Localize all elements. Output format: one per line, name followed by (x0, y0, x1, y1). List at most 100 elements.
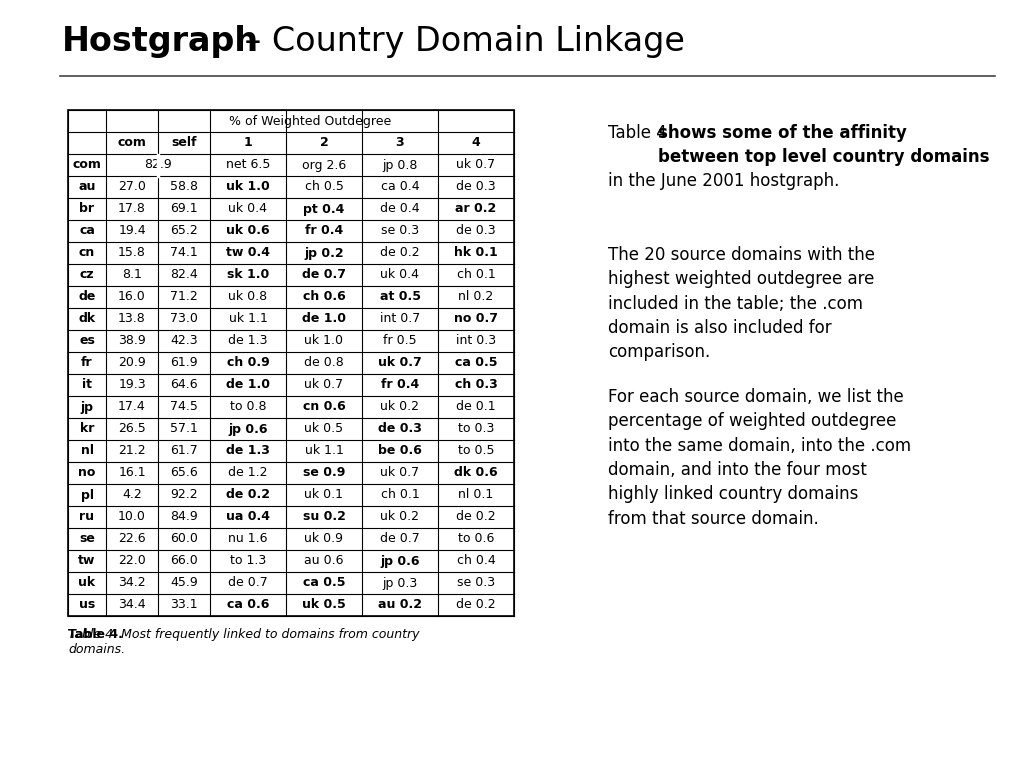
Text: to 0.3: to 0.3 (458, 422, 495, 435)
Text: 84.9: 84.9 (170, 511, 198, 524)
Text: 27.0: 27.0 (118, 180, 146, 194)
Text: de 0.3: de 0.3 (456, 224, 496, 237)
Text: ch 0.6: ch 0.6 (303, 290, 345, 303)
Text: de 0.3: de 0.3 (378, 422, 422, 435)
Text: tw 0.4: tw 0.4 (226, 247, 270, 260)
Text: de 1.2: de 1.2 (228, 466, 267, 479)
Text: fr 0.4: fr 0.4 (305, 224, 343, 237)
Text: fr 0.4: fr 0.4 (381, 379, 419, 392)
Text: 19.3: 19.3 (118, 379, 145, 392)
Text: 74.5: 74.5 (170, 400, 198, 413)
Text: 16.1: 16.1 (118, 466, 145, 479)
Text: de 0.2: de 0.2 (380, 247, 420, 260)
Text: uk: uk (79, 577, 95, 590)
Text: 20.9: 20.9 (118, 356, 145, 369)
Text: 16.0: 16.0 (118, 290, 145, 303)
Text: de 0.7: de 0.7 (302, 269, 346, 282)
Text: au 0.2: au 0.2 (378, 598, 422, 611)
Text: 17.4: 17.4 (118, 400, 145, 413)
Text: 34.4: 34.4 (118, 598, 145, 611)
Text: Table 4: Table 4 (608, 124, 672, 142)
Text: jp 0.2: jp 0.2 (304, 247, 344, 260)
Text: to 0.6: to 0.6 (458, 532, 495, 545)
Text: 22.6: 22.6 (118, 532, 145, 545)
Text: ch 0.9: ch 0.9 (226, 356, 269, 369)
Text: cn 0.6: cn 0.6 (303, 400, 345, 413)
Text: uk 0.5: uk 0.5 (304, 422, 344, 435)
Text: 65.2: 65.2 (170, 224, 198, 237)
Text: de 0.3: de 0.3 (456, 180, 496, 194)
Text: to 0.8: to 0.8 (229, 400, 266, 413)
Text: it: it (82, 379, 92, 392)
Text: 45.9: 45.9 (170, 577, 198, 590)
Text: de 0.1: de 0.1 (456, 400, 496, 413)
Text: jp 0.6: jp 0.6 (228, 422, 267, 435)
Text: ca 0.6: ca 0.6 (226, 598, 269, 611)
Text: cz: cz (80, 269, 94, 282)
Text: 61.9: 61.9 (170, 356, 198, 369)
Text: % of Weighted Outdegree: % of Weighted Outdegree (229, 114, 391, 127)
Text: uk 0.7: uk 0.7 (381, 466, 420, 479)
Text: The 20 source domains with the
highest weighted outdegree are
included in the ta: The 20 source domains with the highest w… (608, 246, 874, 361)
Text: 4: 4 (472, 137, 480, 150)
Text: to 1.3: to 1.3 (229, 554, 266, 568)
Text: de 1.0: de 1.0 (226, 379, 270, 392)
Text: Table 4. Most frequently linked to domains from country
domains.: Table 4. Most frequently linked to domai… (68, 628, 420, 656)
Text: ch 0.4: ch 0.4 (457, 554, 496, 568)
Text: uk 0.2: uk 0.2 (381, 400, 420, 413)
Text: jp 0.8: jp 0.8 (382, 158, 418, 171)
Text: es: es (79, 335, 95, 347)
Text: For each source domain, we list the
percentage of weighted outdegree
into the sa: For each source domain, we list the perc… (608, 388, 911, 528)
Text: 82.4: 82.4 (170, 269, 198, 282)
Text: dk: dk (79, 313, 95, 326)
Text: shows some of the affinity
between top level country domains: shows some of the affinity between top l… (658, 124, 989, 167)
Text: kr: kr (80, 422, 94, 435)
Text: uk 0.2: uk 0.2 (381, 511, 420, 524)
Text: 66.0: 66.0 (170, 554, 198, 568)
Text: 17.8: 17.8 (118, 203, 146, 216)
Text: jp 0.6: jp 0.6 (380, 554, 420, 568)
Text: 69.1: 69.1 (170, 203, 198, 216)
Text: au: au (78, 180, 95, 194)
Text: Table 4.: Table 4. (68, 628, 123, 641)
Text: hk 0.1: hk 0.1 (454, 247, 498, 260)
Text: se 0.3: se 0.3 (381, 224, 419, 237)
Text: de 0.7: de 0.7 (380, 532, 420, 545)
Text: uk 0.7: uk 0.7 (457, 158, 496, 171)
Text: uk 0.7: uk 0.7 (304, 379, 344, 392)
Text: int 0.3: int 0.3 (456, 335, 496, 347)
Text: uk 1.0: uk 1.0 (304, 335, 343, 347)
Text: 82.9: 82.9 (144, 158, 172, 171)
Text: 19.4: 19.4 (118, 224, 145, 237)
Text: to 0.5: to 0.5 (458, 445, 495, 458)
Text: de 1.0: de 1.0 (302, 313, 346, 326)
Text: 3: 3 (395, 137, 404, 150)
Text: de 1.3: de 1.3 (228, 335, 267, 347)
Text: uk 0.8: uk 0.8 (228, 290, 267, 303)
Text: uk 0.6: uk 0.6 (226, 224, 269, 237)
Text: at 0.5: at 0.5 (380, 290, 421, 303)
Text: de 0.8: de 0.8 (304, 356, 344, 369)
Text: uk 0.4: uk 0.4 (381, 269, 420, 282)
Text: be 0.6: be 0.6 (378, 445, 422, 458)
Text: 26.5: 26.5 (118, 422, 145, 435)
Text: com: com (73, 158, 101, 171)
Text: au 0.6: au 0.6 (304, 554, 344, 568)
Text: 74.1: 74.1 (170, 247, 198, 260)
Text: self: self (171, 137, 197, 150)
Text: 38.9: 38.9 (118, 335, 145, 347)
Text: ch 0.1: ch 0.1 (381, 488, 420, 502)
Text: 64.6: 64.6 (170, 379, 198, 392)
Text: no: no (78, 466, 95, 479)
Text: 73.0: 73.0 (170, 313, 198, 326)
Text: 71.2: 71.2 (170, 290, 198, 303)
Text: 33.1: 33.1 (170, 598, 198, 611)
Text: pt 0.4: pt 0.4 (303, 203, 345, 216)
Text: pl: pl (81, 488, 93, 502)
Text: ca 0.4: ca 0.4 (381, 180, 419, 194)
Text: se 0.9: se 0.9 (303, 466, 345, 479)
Text: 22.0: 22.0 (118, 554, 145, 568)
Text: ca: ca (79, 224, 95, 237)
Text: su 0.2: su 0.2 (302, 511, 345, 524)
Text: uk 0.5: uk 0.5 (302, 598, 346, 611)
